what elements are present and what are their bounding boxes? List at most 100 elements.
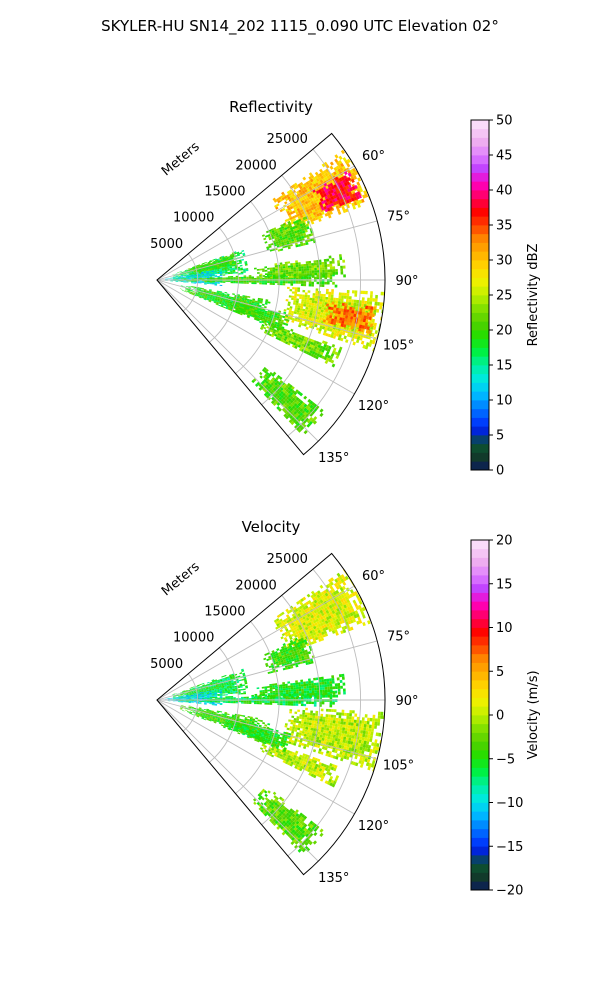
echo-cell	[212, 281, 215, 283]
echo-cell	[298, 264, 301, 267]
echo-cell	[341, 201, 345, 206]
echo-cell	[180, 274, 184, 276]
echo-cell	[263, 389, 268, 393]
echo-cell	[328, 345, 332, 350]
echo-cell	[224, 266, 227, 269]
colorbar-segment	[471, 365, 489, 375]
echo-cell	[267, 273, 271, 275]
echo-cell	[262, 387, 266, 392]
echo-cell	[319, 275, 323, 278]
echo-cell	[294, 332, 298, 336]
echo-cell	[365, 329, 370, 334]
echo-cell	[220, 297, 224, 300]
echo-cell	[216, 302, 219, 305]
echo-cell	[364, 345, 369, 350]
echo-cell	[358, 311, 363, 315]
echo-cell	[180, 277, 184, 279]
echo-cell	[201, 282, 205, 283]
echo-cell	[346, 731, 350, 735]
echo-cell	[335, 310, 339, 314]
echo-cell	[278, 621, 282, 626]
echo-cell	[274, 396, 279, 401]
echo-cell	[327, 733, 331, 737]
echo-cell	[338, 295, 342, 299]
echo-cell	[268, 245, 272, 249]
echo-cell	[285, 323, 289, 326]
echo-cell	[263, 378, 267, 383]
echo-cell	[307, 712, 311, 716]
echo-cell	[226, 302, 230, 305]
echo-cell	[237, 266, 241, 269]
echo-cell	[352, 167, 357, 173]
echo-cell	[241, 299, 245, 302]
echo-cell	[321, 178, 326, 182]
echo-cell	[229, 270, 233, 272]
echo-cell	[188, 277, 192, 279]
echo-cell	[300, 305, 304, 309]
echo-cell	[208, 291, 212, 294]
echo-cell	[216, 264, 220, 267]
echo-cell	[227, 272, 231, 275]
echo-cell	[238, 679, 242, 682]
echo-cell	[197, 292, 201, 295]
echo-cell	[309, 210, 313, 214]
echo-cell	[225, 307, 229, 310]
echo-cell	[309, 715, 313, 718]
echo-cell	[242, 311, 246, 315]
echo-cell	[337, 181, 342, 186]
echo-cell	[188, 280, 192, 281]
echo-cell	[199, 683, 202, 686]
echo-cell	[172, 275, 176, 277]
echo-region	[253, 254, 346, 279]
echo-cell	[366, 720, 370, 725]
echo-cell	[312, 199, 317, 204]
echo-cell	[329, 355, 334, 360]
echo-cell	[333, 731, 337, 736]
echo-cell	[328, 294, 331, 298]
echo-cell	[252, 313, 256, 317]
echo-cell	[309, 272, 312, 276]
echo-cell	[284, 398, 288, 402]
echo-cell	[292, 210, 296, 214]
echo-cell	[285, 269, 289, 273]
echo-cell	[230, 280, 234, 282]
echo-cell	[209, 269, 213, 271]
echo-cell	[206, 297, 210, 299]
echo-cell	[336, 572, 341, 578]
echo-cell	[306, 311, 310, 315]
echo-cell	[293, 606, 297, 610]
echo-cell	[285, 399, 290, 404]
echo-cell	[342, 324, 347, 328]
echo-cell	[291, 344, 296, 348]
echo-cell	[327, 184, 331, 188]
echo-cell	[266, 314, 270, 318]
figure-title: SKYLER-HU SN14_202 1115_0.090 UTC Elevat…	[101, 17, 499, 36]
echo-cell	[327, 272, 331, 275]
echo-cell	[280, 270, 284, 273]
echo-cell	[283, 241, 287, 244]
echo-cell	[286, 316, 291, 320]
colorbar-segment	[471, 338, 489, 348]
echo-cell	[304, 194, 309, 199]
echo-cell	[291, 231, 295, 235]
echo-cell	[328, 730, 332, 735]
echo-cell	[315, 355, 319, 360]
echo-cell	[194, 280, 197, 282]
echo-cell	[290, 328, 294, 332]
echo-cell	[366, 724, 370, 728]
echo-cell	[294, 309, 298, 312]
echo-cell	[291, 184, 296, 188]
echo-cell	[221, 263, 225, 266]
echo-cell	[318, 319, 322, 323]
echo-cell	[301, 405, 306, 410]
echo-cell	[288, 239, 292, 243]
echo-cell	[300, 187, 305, 192]
echo-cell	[297, 192, 301, 197]
echo-cell	[321, 721, 325, 725]
echo-cell	[340, 271, 344, 275]
echo-cell	[226, 294, 230, 297]
echo-cell	[209, 268, 212, 270]
echo-cell	[193, 267, 196, 270]
echo-cell	[321, 349, 325, 353]
echo-cell	[219, 284, 223, 287]
